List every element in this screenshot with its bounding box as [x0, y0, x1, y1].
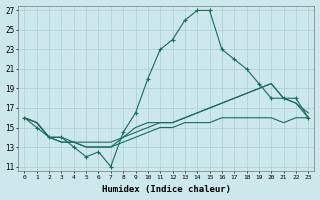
- X-axis label: Humidex (Indice chaleur): Humidex (Indice chaleur): [102, 185, 231, 194]
